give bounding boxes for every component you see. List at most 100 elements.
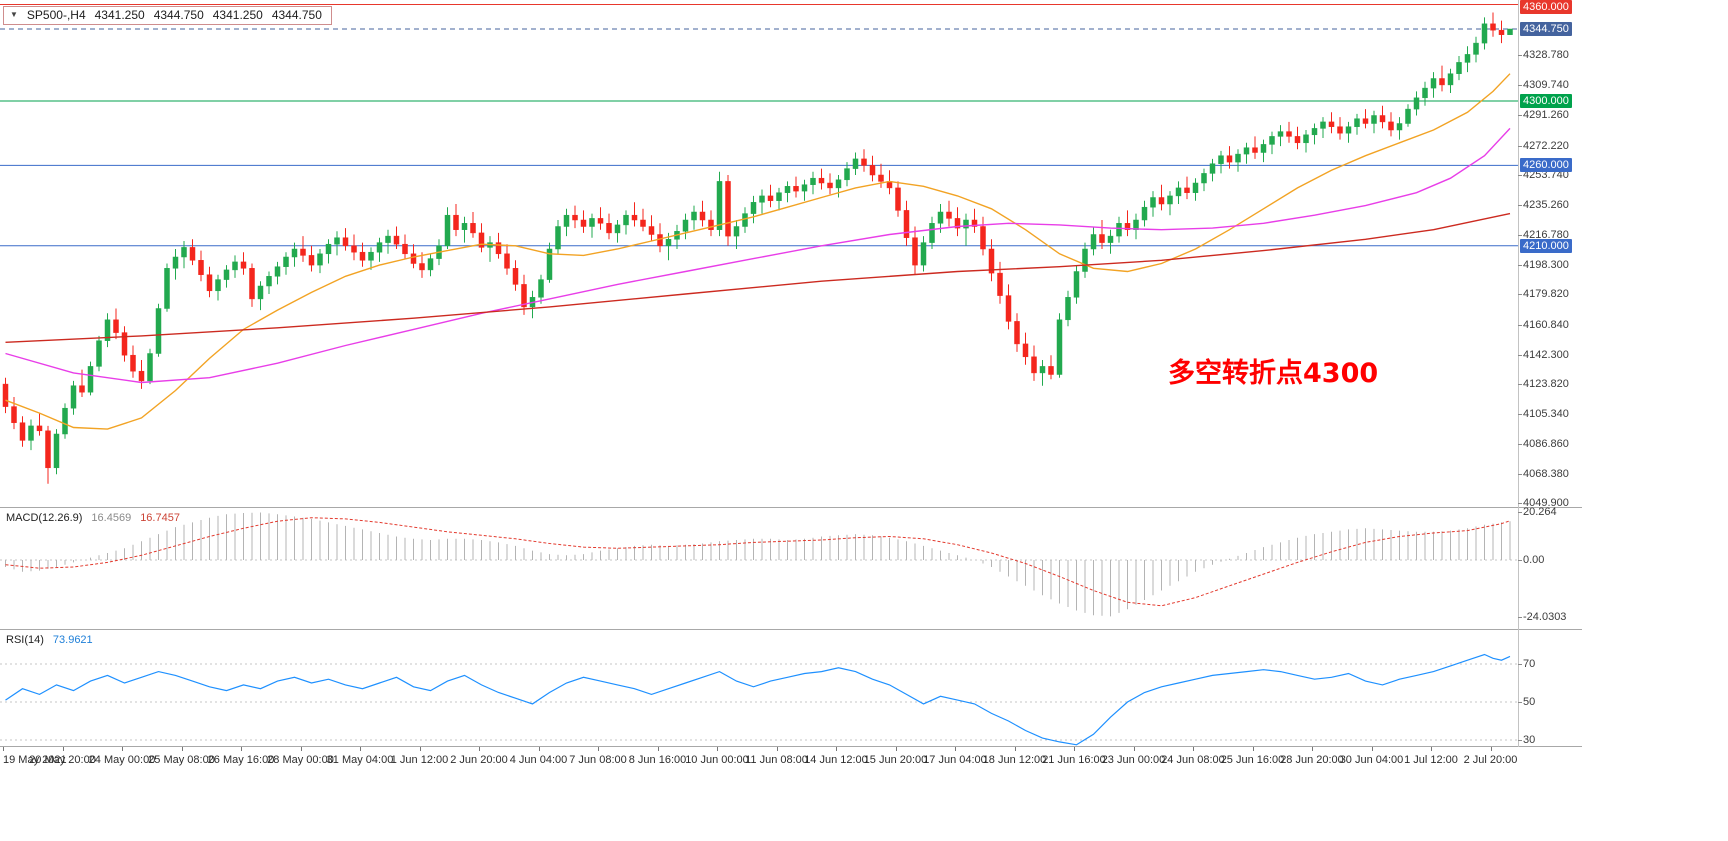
time-tick [1371,747,1373,751]
time-tick [598,747,599,751]
price-axis-label: 4328.780 [1518,48,1569,61]
price-axis-label: 4160.840 [1518,318,1569,331]
ma-line-medium-magenta [5,127,1511,384]
price-axis-label: 4105.340 [1518,408,1569,421]
time-label: 8 Jun 16:00 [628,754,687,766]
time-tick [895,747,897,751]
time-tick [538,747,540,751]
price-tag-resistance-4360[interactable]: 4360.000 [1520,0,1572,14]
time-tick [241,747,242,751]
rsi-axis-label: 50 [1517,696,1536,708]
price-axis-label: 4179.820 [1518,288,1569,301]
rsi-value: 73.9621 [52,634,93,646]
candlestick-chart[interactable] [0,0,1518,507]
time-label: 30 Jun 04:00 [1339,754,1404,766]
price-axis-label: 4309.740 [1518,79,1569,92]
macd-signal-line [5,517,1511,607]
price-axis-label: 4272.220 [1518,139,1569,152]
time-label: 23 Jun 00:00 [1101,754,1166,766]
macd-signal-value: 16.7457 [140,512,180,524]
time-label: 14 Jun 12:00 [804,754,868,766]
chart-annotation-text[interactable]: 多空转折点4300 [1168,358,1379,389]
bar-open-value: 4341.250 [94,8,145,22]
rsi-axis-label: 30 [1517,734,1536,746]
ma-line-slow-red [5,212,1511,343]
time-tick [360,747,361,751]
time-label: 28 May 00:00 [267,754,334,766]
macd-histogram [5,512,1511,617]
time-label: 15 Jun 20:00 [863,754,928,766]
bar-low-value: 4341.250 [212,8,263,22]
macd-axis-label: 0.00 [1517,554,1545,566]
time-label: 26 May 16:00 [207,754,275,766]
symbol-name: SP500-,H4 [26,8,86,22]
time-label: 25 Jun 16:00 [1220,754,1285,766]
price-axis-label: 4253.740 [1518,169,1569,182]
time-tick [955,747,956,751]
time-tick [122,747,123,751]
price-tag-support-4260[interactable]: 4260.000 [1520,158,1572,173]
bar-close-value: 4344.750 [271,8,322,22]
time-tick [1133,747,1135,751]
time-tick [657,747,659,751]
time-label: 28 Jun 20:00 [1280,754,1344,766]
time-label: 17 Jun 04:00 [923,754,987,766]
panel-separator[interactable] [0,507,1582,508]
mt4-chart-window: ▼ SP500-,H4 4341.250 4344.750 4341.250 4… [0,0,1582,771]
time-tick [1074,747,1075,751]
time-tick [776,747,778,751]
rsi-name: RSI(14) [6,634,44,646]
price-tag-pivot-4300[interactable]: 4300.000 [1520,94,1572,108]
time-tick [181,747,183,751]
symbol-ohlc-box: ▼ SP500-,H4 4341.250 4344.750 4341.250 4… [3,6,332,25]
time-tick [1193,747,1194,751]
rsi-axis-label: 70 [1517,658,1536,670]
time-label: 11 Jun 08:00 [745,754,808,766]
time-tick [3,747,4,751]
price-axis-label: 4235.260 [1518,199,1569,212]
rsi-label: RSI(14) 73.9621 [6,634,93,646]
price-tag-support-4210[interactable]: 4210.000 [1520,238,1572,253]
time-tick [62,747,64,751]
bar-high-value: 4344.750 [153,8,204,22]
price-axis-label: 4198.300 [1518,258,1569,271]
time-tick [1431,747,1432,751]
price-axis-label: 4086.860 [1518,437,1569,450]
macd-axis-label: 20.264 [1518,506,1557,519]
price-axis[interactable]: 4328.780 4309.740 4291.260 4272.220 4253.740… [1517,0,1582,747]
time-tick [419,747,421,751]
macd-main-value: 16.4569 [91,512,132,524]
time-label: 1 Jun 12:00 [390,754,449,766]
macd-indicator-chart[interactable] [0,508,1518,629]
time-tick [836,747,837,751]
rsi-line [5,653,1511,746]
time-tick [1312,747,1313,751]
time-tick [1014,747,1016,751]
time-label: 24 May 00:00 [88,754,156,766]
time-label: 2 Jul 20:00 [1463,754,1518,766]
time-label: 31 May 04:00 [326,754,394,766]
time-label: 7 Jun 08:00 [569,754,627,766]
time-tick [300,747,302,751]
price-axis-label: 4291.260 [1518,109,1569,122]
price-tag-bid-price[interactable]: 4344.750 [1520,22,1572,36]
candles-layer [2,12,1513,484]
time-tick [1252,747,1254,751]
time-label: 2 Jun 20:00 [450,754,508,766]
macd-label: MACD(12.26.9) 16.4569 16.7457 [6,512,180,524]
price-axis-label: 4049.900 [1518,497,1569,510]
panel-separator[interactable] [0,629,1582,630]
macd-name: MACD(12.26.9) [6,512,83,524]
time-label: 4 Jun 04:00 [509,754,568,766]
panel-separator [0,746,1582,747]
ma-line-fast-orange [5,73,1511,430]
time-label: 21 Jun 16:00 [1042,754,1106,766]
time-tick [479,747,480,751]
time-label: 24 Jun 08:00 [1161,754,1225,766]
time-axis[interactable]: 19 May 2021 20 May 20:00 24 May 00:00 25 Ma… [0,747,1518,771]
chart-dropdown-icon[interactable]: ▼ [10,9,18,19]
rsi-indicator-chart[interactable] [0,630,1518,746]
price-axis-label: 4068.380 [1518,467,1569,480]
time-label: 25 May 08:00 [148,754,215,766]
price-axis-label: 4123.820 [1518,378,1569,391]
